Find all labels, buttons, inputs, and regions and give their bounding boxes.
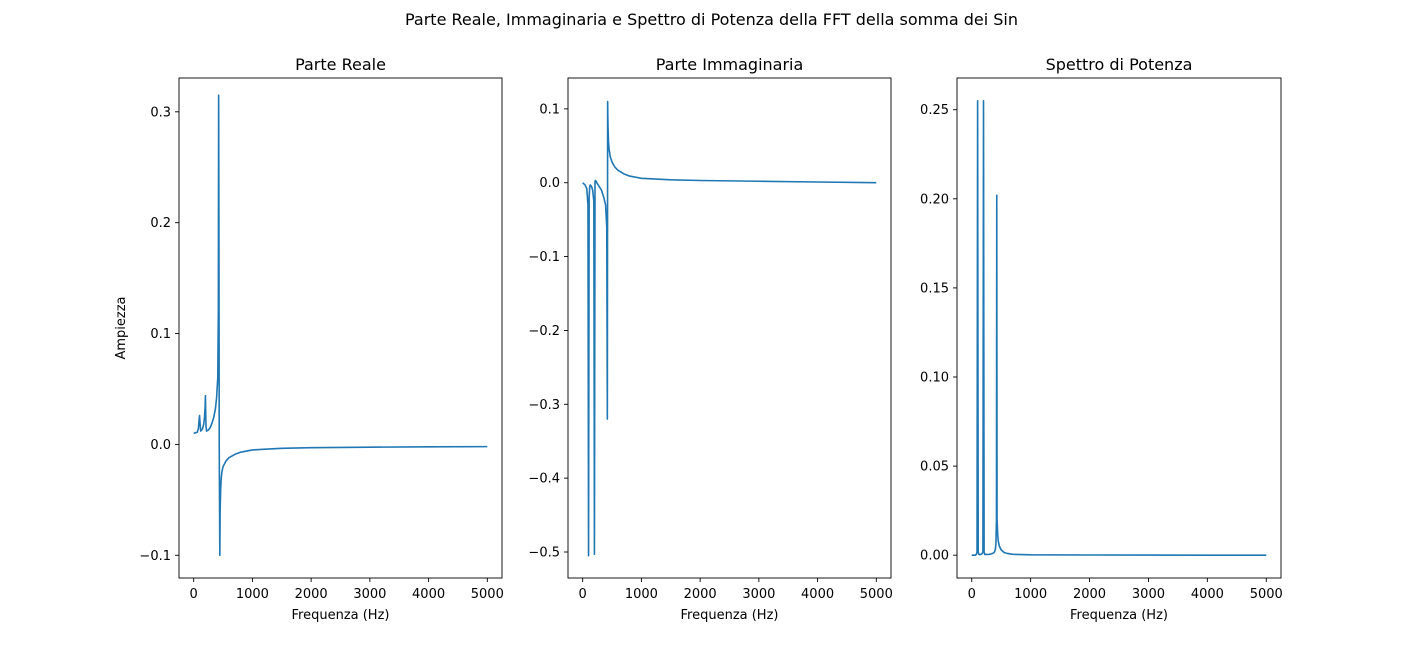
figure-suptitle: Parte Reale, Immaginaria e Spettro di Po… <box>404 10 1019 29</box>
x-axis-label: Frequenza (Hz) <box>1070 608 1168 623</box>
x-tick-label: 4000 <box>801 587 834 602</box>
y-tick-label: −0.3 <box>528 398 560 413</box>
y-tick-label: 0.1 <box>150 327 171 342</box>
subplot-title: Parte Reale <box>295 55 386 74</box>
subplot-title: Parte Immaginaria <box>656 55 804 74</box>
subplot-3: 0 1000 2000 3000 4000 5000 0.00 0.05 0.10 0.15 0.2… <box>920 55 1283 623</box>
x-tick-label: 1000 <box>625 587 658 602</box>
y-tick-label: 0.1 <box>539 102 560 117</box>
x-tick-label: 0 <box>579 587 587 602</box>
x-tick-label: 4000 <box>1191 587 1224 602</box>
axes-frame <box>567 77 892 579</box>
y-tick-label: 0.3 <box>150 105 171 120</box>
axes-frame <box>956 77 1282 579</box>
x-tick-label: 1000 <box>236 587 269 602</box>
y-tick-label: 0.2 <box>150 216 171 231</box>
y-tick-label: 0.20 <box>920 192 949 207</box>
y-tick-label: −0.1 <box>139 549 171 564</box>
x-tick-label: 4000 <box>412 587 445 602</box>
series-line <box>582 100 877 557</box>
y-tick-label: −0.5 <box>528 546 560 561</box>
x-tick-label: 0 <box>190 587 198 602</box>
x-axis-label: Frequenza (Hz) <box>681 608 779 623</box>
y-tick-label: 0.10 <box>920 371 949 386</box>
y-tick-label: 0.25 <box>920 103 949 118</box>
y-axis-label: Ampiezza <box>114 296 129 359</box>
y-tick-label: 0.05 <box>920 460 949 475</box>
y-tick-label: −0.1 <box>528 250 560 265</box>
y-tick-label: 0.0 <box>150 438 171 453</box>
y-tick-label: −0.4 <box>528 472 560 487</box>
x-tick-label: 3000 <box>353 587 386 602</box>
y-tick-label: −0.2 <box>528 324 560 339</box>
y-tick-label: 0.0 <box>539 176 560 191</box>
x-tick-label: 0 <box>968 587 976 602</box>
x-axis-label: Frequenza (Hz) <box>292 608 390 623</box>
x-tick-label: 3000 <box>742 587 775 602</box>
y-tick-label: 0.00 <box>920 549 949 564</box>
x-tick-label: 2000 <box>1073 587 1106 602</box>
x-tick-label: 5000 <box>860 587 893 602</box>
y-tick-label: 0.15 <box>920 281 949 296</box>
x-tick-label: 5000 <box>471 587 504 602</box>
subplot-1: 0 1000 2000 3000 4000 5000 −0.1 0.0 0.1 0.2 0.3 Par… <box>114 55 504 623</box>
x-tick-label: 5000 <box>1250 587 1283 602</box>
x-tick-label: 1000 <box>1014 587 1047 602</box>
x-tick-label: 2000 <box>684 587 717 602</box>
x-tick-label: 3000 <box>1132 587 1165 602</box>
x-tick-label: 2000 <box>295 587 328 602</box>
subplot-title: Spettro di Potenza <box>1046 55 1193 74</box>
series-line <box>193 94 488 557</box>
series-line <box>971 100 1267 556</box>
subplot-2: 0 1000 2000 3000 4000 5000 −0.5 −0.4 −0.3 −0.2 −0.… <box>528 55 892 623</box>
axes-frame <box>178 77 503 579</box>
